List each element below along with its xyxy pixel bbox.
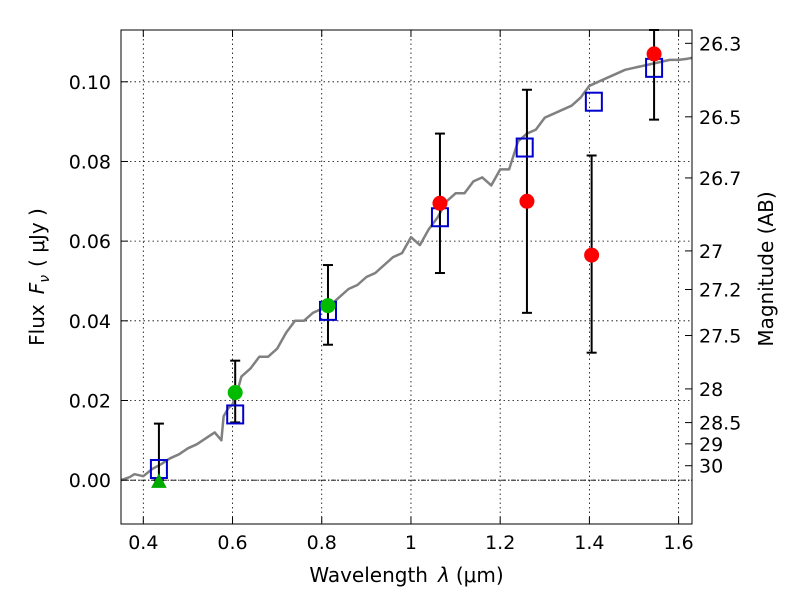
model-photometry-square — [584, 91, 603, 112]
y-axis-title-text: Flux — [25, 304, 49, 346]
x-tick-label: 1.6 — [664, 532, 694, 554]
y-axis-title-right: Magnitude (AB) — [754, 191, 778, 346]
y-axis-title-unit: ( μJy ) — [25, 208, 49, 267]
magnitude-tick-label: 27 — [699, 241, 723, 263]
y-tick-label: 0.02 — [69, 391, 111, 413]
grid-layer — [121, 30, 692, 524]
observed-flux-point — [227, 385, 243, 401]
magnitude-tick-label: 26.5 — [699, 107, 741, 129]
x-tick-label: 0.6 — [217, 532, 247, 554]
observed-flux-point — [519, 193, 535, 209]
upper-limit-triangle — [151, 473, 167, 488]
model-layer — [120, 56, 693, 482]
magnitude-tick-label: 27.2 — [699, 279, 741, 301]
x-axis-title-unit: (μm) — [456, 563, 504, 587]
model-photometry-square — [226, 404, 245, 425]
magnitude-tick-label: 26.3 — [699, 33, 741, 55]
magnitude-tick-label: 28.5 — [699, 413, 741, 435]
x-tick-label: 1.2 — [485, 532, 515, 554]
observed-flux-point — [584, 247, 600, 263]
x-axis-title: Wavelength λ (μm) — [309, 563, 503, 587]
y-axis-title-subscript: ν — [37, 275, 53, 283]
y-tick-label: 0.10 — [69, 72, 111, 94]
x-tick-label: 1 — [405, 532, 417, 554]
magnitude-tick-label: 27.5 — [699, 326, 741, 348]
y-axis-title-symbol: F — [25, 282, 49, 294]
y-tick-label: 0.08 — [69, 151, 111, 173]
magnitude-tick-label: 30 — [699, 456, 723, 478]
x-axis-title-symbol: λ — [437, 563, 450, 587]
y-tick-label: 0.00 — [69, 470, 111, 492]
x-tick-label: 1.4 — [574, 532, 604, 554]
y-tick-label: 0.04 — [69, 311, 111, 333]
x-tick-label: 0.8 — [307, 532, 337, 554]
magnitude-tick-label: 28 — [699, 379, 723, 401]
tick-layer: 0.4 0.6 0.8 1 1.2 1.4 1.6 0.00 0.02 0.04 0.06 0.08 0… — [69, 30, 741, 554]
marker-layer — [149, 46, 664, 488]
magnitude-tick-label: 26.7 — [699, 168, 741, 190]
magnitude-tick-label: 29 — [699, 434, 723, 456]
plot-frame — [120, 29, 693, 525]
y-axis-title-left: Flux Fν ( μJy ) — [25, 208, 53, 346]
model-sed-line — [120, 56, 693, 482]
observed-flux-point — [320, 298, 336, 314]
errorbar-layer — [153, 29, 660, 482]
observed-flux-point — [432, 195, 448, 211]
y-tick-label: 0.06 — [69, 231, 111, 253]
model-photometry-square — [515, 137, 534, 158]
observed-flux-point — [646, 46, 662, 62]
x-axis-title-text: Wavelength — [309, 563, 428, 587]
x-tick-label: 0.4 — [128, 532, 158, 554]
